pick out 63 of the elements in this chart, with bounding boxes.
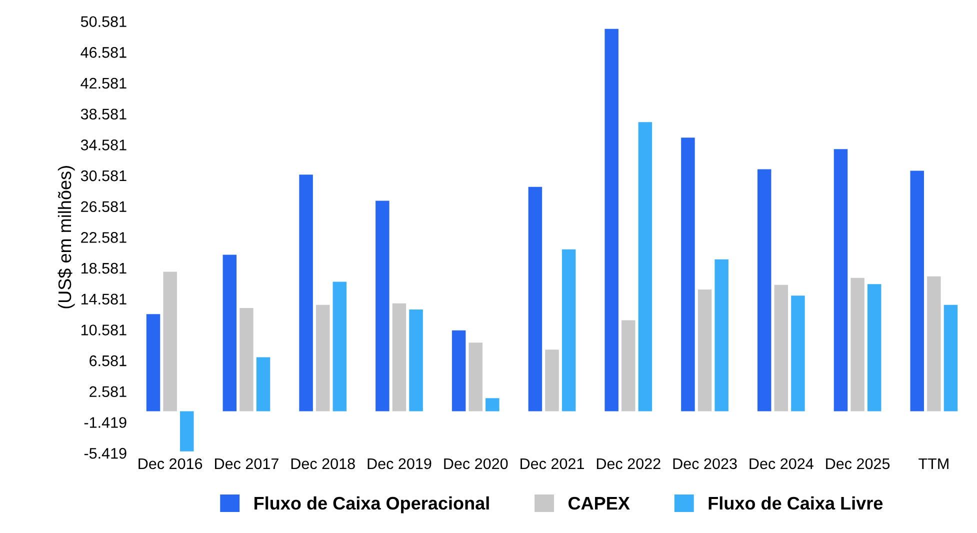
legend-label: Fluxo de Caixa Operacional xyxy=(254,496,489,514)
bar xyxy=(180,411,194,452)
bar xyxy=(486,398,500,412)
bar xyxy=(528,186,542,412)
bar xyxy=(791,296,805,412)
bar xyxy=(562,249,576,412)
bar xyxy=(681,138,695,412)
x-tick-label: Dec 2020 xyxy=(444,458,508,470)
bar xyxy=(698,289,712,412)
y-tick-label: 38.581 xyxy=(80,108,126,120)
bar xyxy=(867,284,882,412)
bar xyxy=(638,122,652,412)
bar xyxy=(146,314,160,412)
bar xyxy=(409,310,423,412)
x-tick-label: Dec 2019 xyxy=(368,458,432,470)
y-tick-label: 30.581 xyxy=(80,170,126,182)
bar xyxy=(944,304,958,412)
x-tick-label: Dec 2017 xyxy=(215,458,278,470)
y-tick-label: 10.581 xyxy=(81,324,126,336)
y-tick-label: 46.581 xyxy=(80,47,126,58)
y-tick-label: 34.581 xyxy=(80,140,126,150)
y-tick-label: 14.581 xyxy=(81,294,126,305)
bar xyxy=(222,254,237,412)
bar xyxy=(299,174,313,412)
bar xyxy=(332,282,347,412)
bar xyxy=(714,259,728,412)
bar xyxy=(604,28,618,412)
y-tick-label: 18.581 xyxy=(81,262,126,274)
x-tick-label: Dec 2018 xyxy=(291,458,355,470)
bar xyxy=(757,169,772,412)
bar xyxy=(256,357,270,412)
bar xyxy=(452,330,466,412)
bar xyxy=(316,304,330,412)
bar xyxy=(163,272,177,412)
y-tick-label: -1.419 xyxy=(84,417,126,428)
legend-label: Fluxo de Caixa Livre xyxy=(708,496,883,510)
x-tick-label: TTM xyxy=(918,458,948,469)
y-tick-label: 22.581 xyxy=(81,232,126,243)
bar xyxy=(376,200,390,412)
bar xyxy=(834,149,848,412)
x-tick-label: Dec 2022 xyxy=(596,458,660,470)
bar xyxy=(622,320,636,412)
bar xyxy=(545,350,559,412)
y-tick-label: 50.581 xyxy=(80,16,126,28)
bar xyxy=(240,308,254,412)
bar xyxy=(468,342,482,412)
y-tick-label: -5.419 xyxy=(84,448,126,459)
bar xyxy=(927,276,941,412)
y-tick-label: 26.581 xyxy=(81,201,126,212)
bar xyxy=(392,303,406,412)
bar xyxy=(910,170,924,412)
y-tick-label: 42.581 xyxy=(80,78,126,89)
y-axis-title: (US$ em milhões) xyxy=(58,166,75,308)
x-tick-label: Dec 2023 xyxy=(673,458,737,470)
legend-label: CAPEX xyxy=(568,496,630,510)
bar xyxy=(850,278,864,412)
y-tick-label: 2.581 xyxy=(90,386,126,398)
y-tick-label: 6.581 xyxy=(90,355,126,366)
x-tick-label: Dec 2021 xyxy=(520,458,584,470)
bar xyxy=(774,284,788,412)
x-tick-label: Dec 2024 xyxy=(750,458,814,470)
x-tick-label: Dec 2016 xyxy=(138,458,202,470)
x-tick-label: Dec 2025 xyxy=(826,458,890,470)
